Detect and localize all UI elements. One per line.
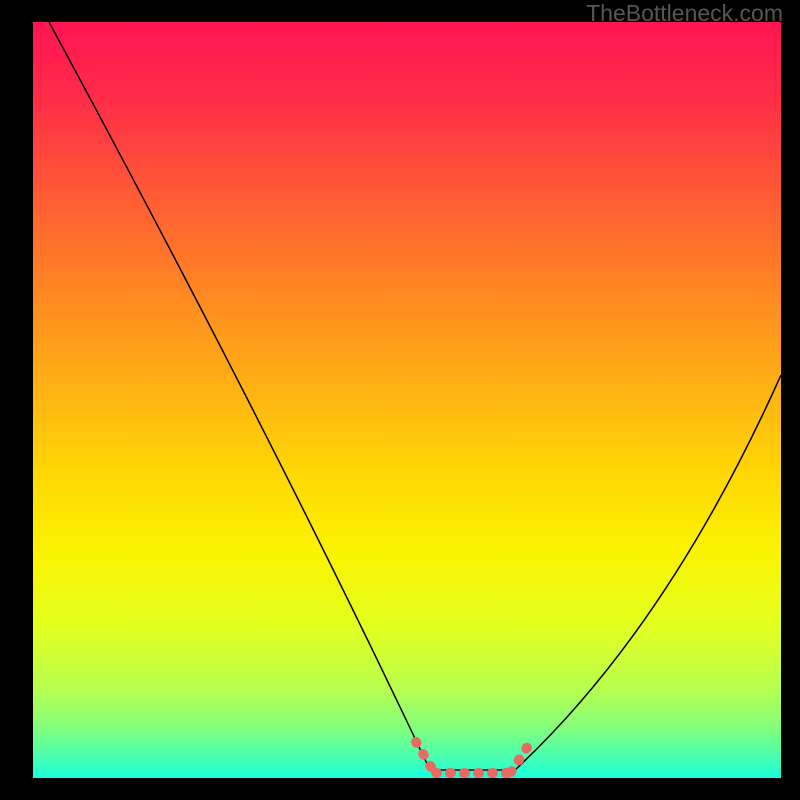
curve-layer (0, 0, 800, 800)
chart-root: TheBottleneck.com (0, 0, 800, 800)
bottleneck-curve (49, 22, 781, 770)
highlight-right (511, 746, 528, 772)
valley-highlight (416, 742, 528, 773)
watermark-text: TheBottleneck.com (586, 0, 783, 27)
highlight-left (416, 742, 434, 772)
